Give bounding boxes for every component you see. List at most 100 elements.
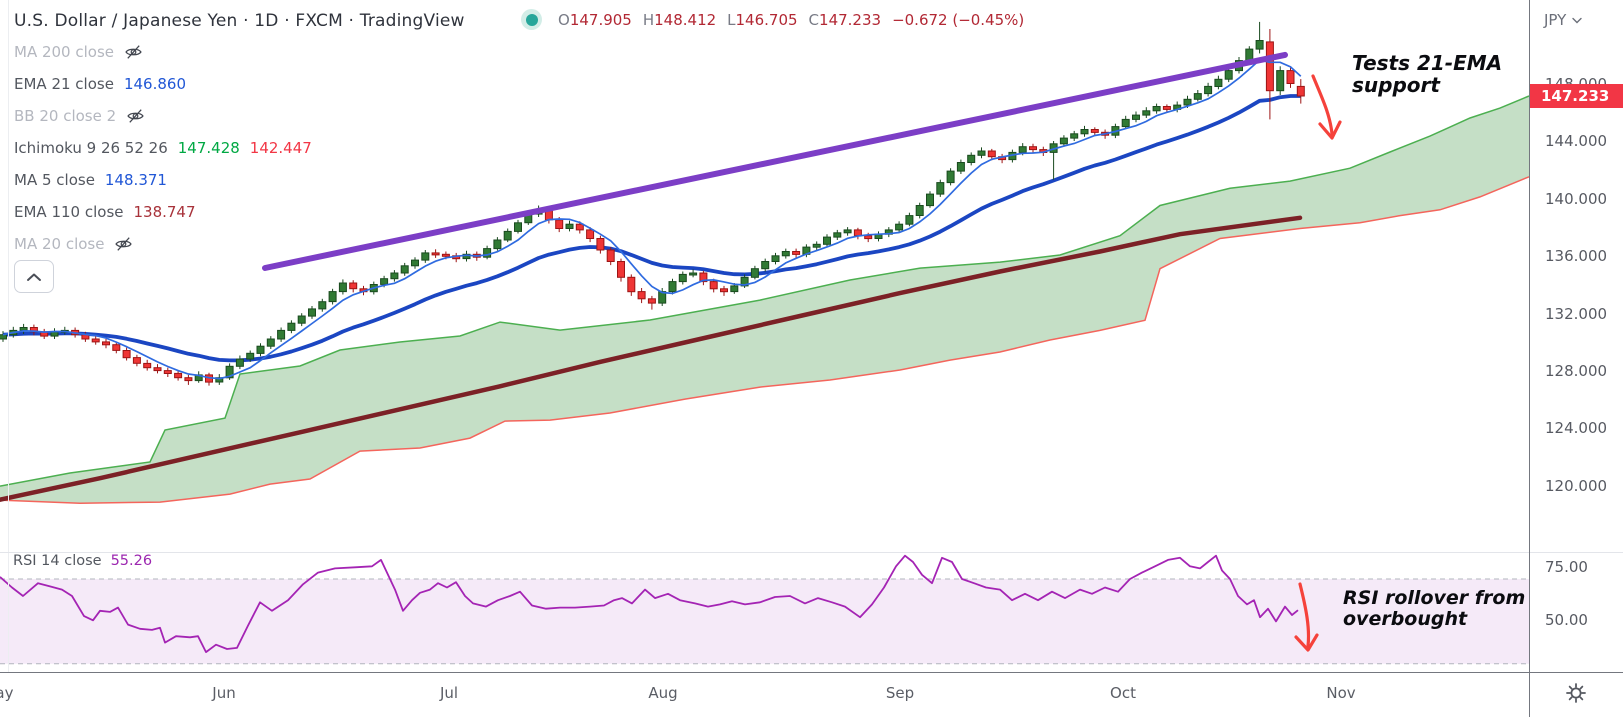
candle-body <box>617 261 625 278</box>
candle-body <box>411 259 419 267</box>
candle-body <box>956 162 965 172</box>
ema110-line <box>0 215 1303 502</box>
candle-body <box>112 344 121 351</box>
candle-body <box>895 223 904 231</box>
candle-body <box>750 268 759 278</box>
annotation-arrow-head <box>1294 633 1319 652</box>
chevron-down-icon <box>1572 17 1583 23</box>
trendline[interactable] <box>262 51 1288 271</box>
change-value: −0.672 (−0.45%) <box>892 10 1025 29</box>
candle-body <box>565 223 574 229</box>
price-tick-label: 132.000 <box>1545 304 1608 323</box>
gear-icon[interactable] <box>1565 682 1587 708</box>
high-value: 148.412 <box>654 10 717 29</box>
candle-body <box>1193 93 1202 100</box>
candle-body <box>328 291 337 303</box>
candle-body <box>730 285 739 293</box>
candle-body <box>1152 106 1161 112</box>
candle-body <box>483 248 492 258</box>
ohlc-bar: O147.905 H148.412 L146.705 C147.233 −0.6… <box>521 9 1024 30</box>
rsi-legend-row[interactable]: RSI 14 close 55.26 <box>13 553 152 569</box>
legend-row-ema110[interactable]: EMA 110 close 138.747 <box>14 196 465 228</box>
low-value: 146.705 <box>735 10 798 29</box>
candle-body <box>421 252 430 261</box>
market-status-icon[interactable] <box>521 9 542 30</box>
currency-selector[interactable]: JPY <box>1544 11 1583 29</box>
candle-body <box>1121 118 1130 128</box>
time-axis[interactable]: May Jun Jul Aug Sep Oct Nov <box>0 673 1623 717</box>
price-tick-label: 120.000 <box>1545 476 1608 495</box>
candle-body <box>905 215 914 225</box>
candle-body <box>586 229 595 239</box>
candle-body <box>1029 146 1037 151</box>
month-label: Jul <box>439 684 459 702</box>
candle-body <box>823 236 831 245</box>
candle-body <box>699 272 708 283</box>
legend-row-ema21[interactable]: EMA 21 close 146.860 <box>14 68 465 100</box>
legend-row-ichimoku[interactable]: Ichimoku 9 26 52 26 147.428 142.447 <box>14 132 465 164</box>
candle-body <box>720 288 728 293</box>
candle-body <box>503 230 512 241</box>
price-tick-label: 140.000 <box>1545 189 1608 208</box>
annotation-arrow <box>1298 582 1311 648</box>
candle-body <box>843 229 852 234</box>
candle-body <box>143 362 152 369</box>
annotation-line: overbought <box>1343 607 1468 630</box>
last-price-value: 147.233 <box>1541 87 1610 105</box>
candle-body <box>812 243 821 248</box>
ema21-line <box>2 94 1301 363</box>
eye-off-icon[interactable] <box>114 236 133 252</box>
candle-body <box>627 276 636 293</box>
pane-left-border <box>8 0 9 672</box>
candle-body <box>864 235 873 240</box>
candle-body <box>668 281 677 293</box>
legend-row-ma200[interactable]: MA 200 close <box>14 36 465 68</box>
eye-off-icon[interactable] <box>126 108 145 124</box>
pane-separator[interactable] <box>0 552 1623 553</box>
chart-legend: U.S. Dollar / Japanese Yen · 1D · FXCM ·… <box>14 6 465 260</box>
eye-off-icon[interactable] <box>124 44 143 60</box>
time-axis-separator <box>0 672 1623 673</box>
candle-body <box>400 265 409 274</box>
annotation-line: RSI rollover from <box>1343 587 1526 609</box>
rsi-tick-label: 75.00 <box>1545 558 1588 577</box>
indicator-value: 55.26 <box>110 553 153 569</box>
chart-canvas[interactable] <box>0 0 1529 672</box>
candle-body <box>1286 70 1295 84</box>
price-axis[interactable]: 148.000144.000140.000136.000132.000128.0… <box>1530 0 1623 672</box>
indicator-value: 138.747 <box>133 203 196 221</box>
legend-collapse-button[interactable] <box>14 260 54 293</box>
legend-row-ma20[interactable]: MA 20 close <box>14 228 465 260</box>
candle-body <box>153 367 162 372</box>
rsi-line <box>0 554 1299 653</box>
candle-body <box>1204 85 1213 95</box>
candle-body <box>915 205 924 216</box>
candle-body <box>493 239 502 250</box>
indicator-label: BB 20 close 2 <box>14 107 117 125</box>
indicator-value: 147.428 <box>177 139 240 157</box>
currency-label: JPY <box>1544 11 1567 29</box>
candle-body <box>380 278 389 285</box>
month-label: Aug <box>648 684 678 702</box>
candle-body <box>637 291 646 300</box>
legend-row-bb[interactable]: BB 20 close 2 <box>14 100 465 132</box>
candle-body <box>91 338 100 343</box>
candle-body <box>967 154 976 164</box>
ma5-line <box>2 59 1302 380</box>
month-label: May <box>0 684 14 702</box>
legend-row-ma5[interactable]: MA 5 close 148.371 <box>14 164 465 196</box>
annotation-line: Tests 21-EMA <box>1352 51 1503 75</box>
candle-body <box>349 282 358 290</box>
price-tick-label: 128.000 <box>1545 361 1608 380</box>
candle-body <box>555 219 564 229</box>
open-value: 147.905 <box>569 10 632 29</box>
candle-body <box>1276 70 1285 92</box>
indicator-label: EMA 110 close <box>14 203 124 221</box>
candle-body <box>338 282 347 293</box>
candle-body <box>235 358 244 367</box>
candle-body <box>936 182 945 195</box>
candle-body <box>266 338 275 347</box>
candle-body <box>575 223 584 231</box>
symbol-title[interactable]: U.S. Dollar / Japanese Yen · 1D · FXCM ·… <box>14 6 465 36</box>
candle-body <box>1162 106 1171 110</box>
